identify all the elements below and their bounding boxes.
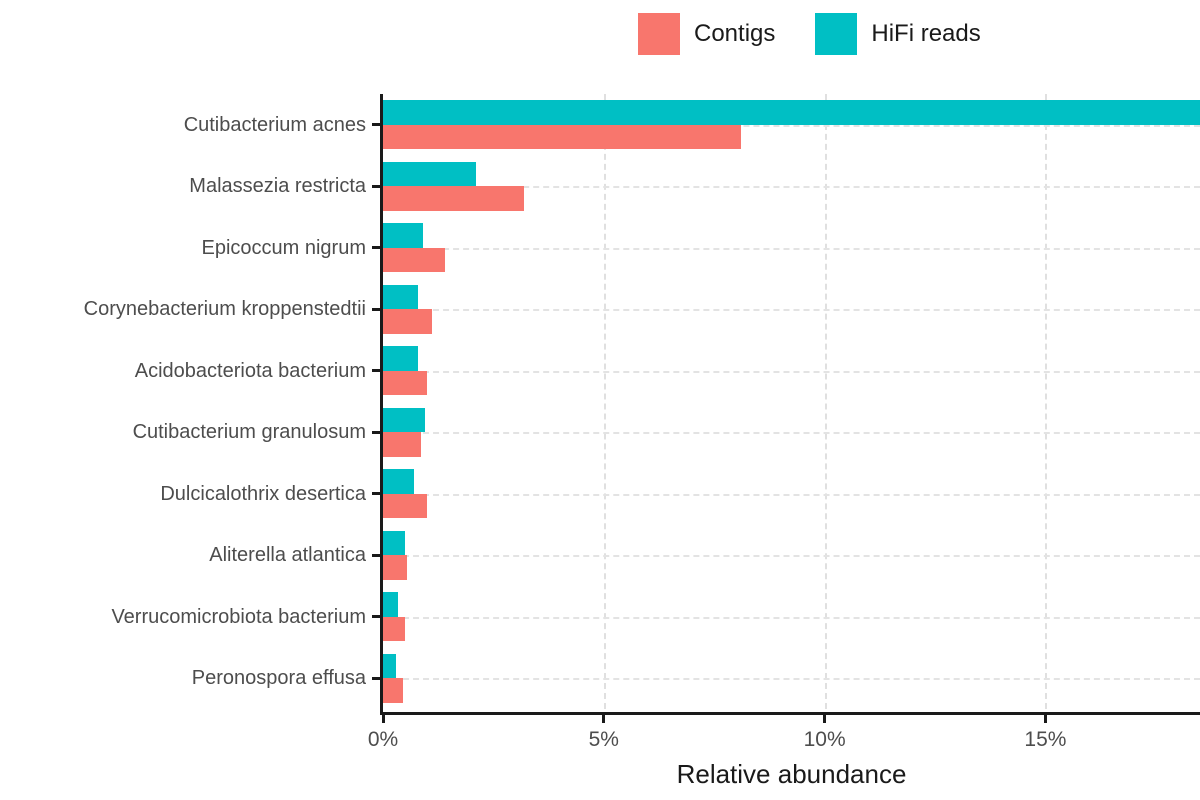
y-axis-label: Cutibacterium acnes [183, 113, 366, 136]
bar-contigs [383, 555, 408, 580]
y-axis-label: Corynebacterium kroppenstedtii [83, 298, 366, 321]
bar-contigs [383, 370, 428, 396]
y-axis-tick [372, 492, 380, 496]
x-axis-title: Relative abundance [676, 759, 907, 789]
legend-label-hifi-reads: HiFi reads [871, 20, 981, 47]
y-axis-tick [372, 246, 380, 250]
y-axis-tick [372, 615, 380, 619]
bar-contigs [383, 432, 421, 457]
y-axis-tick [372, 123, 380, 127]
vertical-gridline [603, 94, 606, 709]
y-axis-tick [372, 307, 380, 311]
bar-hifi-reads [383, 346, 419, 371]
contigs-color-swatch [638, 13, 680, 55]
horizontal-gridline [383, 309, 1200, 312]
horizontal-gridline [383, 493, 1200, 496]
legend-entry-hifi-reads: HiFi reads [815, 13, 981, 55]
bar-hifi-reads [383, 100, 1200, 125]
y-axis-label: Cutibacterium granulosum [132, 421, 366, 444]
x-axis: Relative abundance 0% 5% 10% 15% [368, 715, 1200, 800]
plot-panel [380, 94, 1200, 715]
bar-hifi-reads [383, 653, 397, 679]
horizontal-gridline [383, 432, 1200, 435]
x-axis-tick-label: 15% [1024, 728, 1067, 751]
horizontal-gridline [383, 370, 1200, 373]
y-axis-label: Peronospora effusa [191, 667, 366, 690]
bar-contigs [383, 247, 445, 273]
legend-entry-contigs: Contigs [638, 13, 775, 55]
y-axis-tick [372, 676, 380, 680]
x-axis-tick [1043, 715, 1047, 723]
bar-hifi-reads [383, 284, 419, 310]
bar-hifi-reads [383, 469, 414, 494]
y-axis-label: Malassezia restricta [189, 175, 366, 198]
plot-area [383, 94, 1200, 709]
horizontal-gridline [383, 124, 1200, 127]
x-axis-tick-label: 0% [367, 728, 399, 751]
vertical-gridline [1045, 94, 1048, 709]
bar-contigs [383, 124, 741, 150]
y-axis-label: Aliterella atlantica [209, 544, 366, 567]
x-axis-tick [602, 715, 606, 723]
bar-hifi-reads [383, 161, 476, 187]
bar-contigs [383, 616, 406, 642]
y-axis-tick [372, 369, 380, 373]
bar-contigs [383, 678, 403, 703]
y-axis-tick [372, 553, 380, 557]
x-axis-tick [381, 715, 385, 723]
hifi-reads-color-swatch [815, 13, 858, 55]
horizontal-gridline [383, 616, 1200, 619]
bar-hifi-reads [383, 223, 423, 248]
x-axis-tick-label: 10% [803, 728, 846, 751]
y-axis-label: Verrucomicrobiota bacterium [111, 605, 366, 628]
bar-hifi-reads [383, 592, 399, 617]
y-axis-label: Dulcicalothrix desertica [160, 482, 366, 505]
vertical-gridline [824, 94, 827, 709]
horizontal-gridline [383, 678, 1200, 681]
bar-hifi-reads [383, 530, 406, 556]
x-axis-tick [823, 715, 827, 723]
y-axis-tick [372, 430, 380, 434]
horizontal-gridline [383, 186, 1200, 189]
bar-hifi-reads [383, 407, 425, 433]
legend-label-contigs: Contigs [694, 20, 776, 47]
bar-contigs [383, 309, 432, 334]
bar-contigs [383, 186, 525, 211]
y-axis: Cutibacterium acnes Malassezia restricta E… [0, 94, 380, 709]
horizontal-gridline [383, 247, 1200, 250]
horizontal-gridline [383, 555, 1200, 558]
bar-contigs [383, 493, 428, 519]
x-axis-tick-label: 5% [588, 728, 619, 751]
y-axis-tick [372, 184, 380, 188]
chart-legend: Contigs HiFi reads [638, 13, 981, 55]
y-axis-label: Epicoccum nigrum [201, 236, 366, 259]
y-axis-label: Acidobacteriota bacterium [134, 359, 366, 382]
